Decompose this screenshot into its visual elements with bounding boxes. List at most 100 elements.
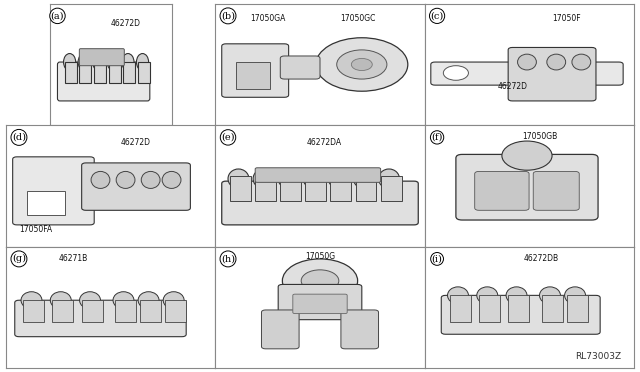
Text: (a): (a)	[51, 12, 64, 20]
Ellipse shape	[141, 171, 160, 189]
Ellipse shape	[113, 292, 134, 309]
Ellipse shape	[91, 171, 110, 189]
Text: (f): (f)	[431, 133, 443, 142]
Bar	[566, 295, 588, 322]
Ellipse shape	[163, 292, 184, 309]
FancyBboxPatch shape	[109, 62, 121, 83]
Ellipse shape	[116, 171, 135, 189]
FancyBboxPatch shape	[475, 171, 529, 210]
Text: 17050GA: 17050GA	[250, 14, 285, 23]
FancyBboxPatch shape	[123, 62, 135, 83]
FancyBboxPatch shape	[15, 300, 186, 337]
Ellipse shape	[253, 169, 274, 189]
FancyBboxPatch shape	[28, 191, 65, 215]
FancyBboxPatch shape	[441, 295, 600, 334]
FancyBboxPatch shape	[508, 48, 596, 101]
Bar	[255, 176, 276, 201]
Bar	[82, 300, 102, 322]
FancyBboxPatch shape	[280, 56, 320, 79]
FancyBboxPatch shape	[293, 294, 347, 314]
Bar	[381, 176, 401, 201]
Text: 46272D: 46272D	[121, 138, 151, 147]
Ellipse shape	[572, 54, 591, 70]
Text: 46272D: 46272D	[497, 82, 527, 91]
FancyBboxPatch shape	[13, 157, 94, 225]
Bar	[280, 176, 301, 201]
Ellipse shape	[303, 169, 324, 189]
Text: RL73003Z: RL73003Z	[575, 352, 621, 361]
Text: 17050FA: 17050FA	[19, 225, 52, 234]
Text: 46272DB: 46272DB	[524, 254, 559, 263]
FancyBboxPatch shape	[278, 285, 362, 320]
Circle shape	[337, 50, 387, 79]
Bar	[356, 176, 376, 201]
Circle shape	[316, 38, 408, 91]
Ellipse shape	[162, 171, 181, 189]
Bar	[450, 295, 470, 322]
Bar	[115, 300, 136, 322]
Ellipse shape	[547, 54, 566, 70]
FancyBboxPatch shape	[138, 62, 150, 83]
Text: (b): (b)	[221, 12, 235, 20]
Ellipse shape	[506, 287, 527, 304]
Text: 46272DA: 46272DA	[307, 138, 342, 147]
Ellipse shape	[378, 169, 399, 189]
Text: 17050GC: 17050GC	[340, 14, 375, 23]
Ellipse shape	[79, 292, 100, 309]
Bar	[508, 295, 529, 322]
Ellipse shape	[228, 169, 249, 189]
Ellipse shape	[278, 169, 299, 189]
Text: (c): (c)	[431, 12, 444, 20]
Ellipse shape	[122, 54, 134, 71]
Ellipse shape	[63, 54, 76, 71]
FancyBboxPatch shape	[94, 62, 106, 83]
Ellipse shape	[353, 169, 374, 189]
Ellipse shape	[447, 287, 468, 304]
Text: 46272D: 46272D	[111, 19, 141, 28]
Bar	[23, 300, 44, 322]
FancyBboxPatch shape	[456, 154, 598, 220]
FancyBboxPatch shape	[431, 62, 623, 85]
Ellipse shape	[540, 287, 561, 304]
FancyBboxPatch shape	[255, 168, 381, 182]
Ellipse shape	[328, 169, 349, 189]
Circle shape	[351, 58, 372, 71]
Ellipse shape	[108, 54, 120, 71]
Text: (h): (h)	[221, 254, 235, 263]
FancyBboxPatch shape	[65, 62, 77, 83]
FancyBboxPatch shape	[79, 49, 124, 66]
Text: 17050F: 17050F	[552, 14, 581, 23]
Text: (g): (g)	[12, 254, 26, 263]
Ellipse shape	[136, 54, 148, 71]
Ellipse shape	[78, 54, 90, 71]
Bar	[305, 176, 326, 201]
Text: (d): (d)	[12, 133, 26, 142]
Text: (i): (i)	[431, 254, 442, 263]
FancyBboxPatch shape	[58, 62, 150, 101]
FancyBboxPatch shape	[533, 171, 579, 210]
Bar	[52, 300, 74, 322]
Ellipse shape	[21, 292, 42, 309]
FancyBboxPatch shape	[341, 310, 378, 349]
Text: 46271B: 46271B	[59, 254, 88, 263]
FancyBboxPatch shape	[82, 163, 190, 210]
FancyBboxPatch shape	[79, 62, 92, 83]
Bar	[140, 300, 161, 322]
Ellipse shape	[51, 292, 71, 309]
Ellipse shape	[138, 292, 159, 309]
Text: (e): (e)	[221, 133, 235, 142]
Ellipse shape	[518, 54, 536, 70]
Circle shape	[502, 141, 552, 170]
FancyBboxPatch shape	[262, 310, 299, 349]
FancyBboxPatch shape	[236, 62, 270, 89]
Circle shape	[282, 259, 358, 303]
Circle shape	[444, 66, 468, 80]
FancyBboxPatch shape	[221, 181, 419, 225]
FancyBboxPatch shape	[221, 44, 289, 97]
Ellipse shape	[477, 287, 498, 304]
Circle shape	[301, 270, 339, 292]
Bar	[330, 176, 351, 201]
Bar	[230, 176, 251, 201]
Bar	[541, 295, 563, 322]
Text: 17050G: 17050G	[305, 252, 335, 261]
